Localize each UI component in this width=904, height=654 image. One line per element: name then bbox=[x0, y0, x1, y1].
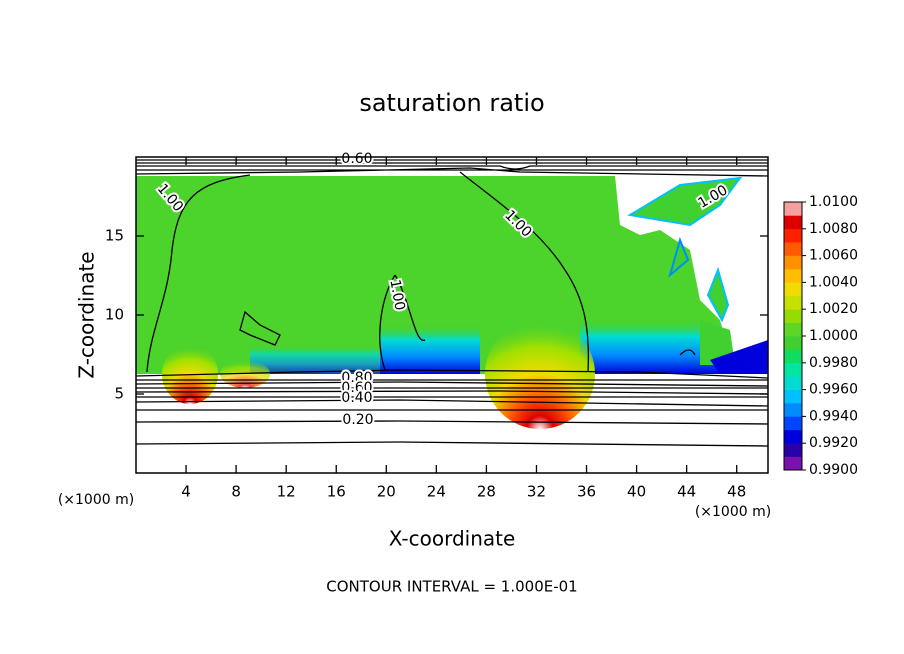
colorbar-cell bbox=[784, 403, 802, 417]
colorbar-cell bbox=[784, 336, 802, 350]
colorbar-tick-label: 1.0060 bbox=[809, 248, 858, 264]
colorbar-cell bbox=[784, 215, 802, 230]
colorbar-tick-label: 1.0020 bbox=[809, 301, 858, 317]
colorbar-cell bbox=[784, 295, 802, 310]
colorbar-cell bbox=[784, 322, 802, 337]
x-tick-label: 8 bbox=[231, 483, 241, 501]
field bbox=[136, 176, 768, 429]
contour-label: 0.60 bbox=[341, 151, 372, 167]
contours bbox=[135, 159, 769, 447]
colorbar-tick-label: 1.0100 bbox=[809, 194, 858, 210]
x-tick-label: 32 bbox=[527, 483, 546, 501]
colorbar-cell bbox=[784, 376, 802, 390]
x-unit-label: (×1000 m) bbox=[695, 504, 771, 520]
x-tick-label: 20 bbox=[377, 483, 396, 501]
x-tick-label: 4 bbox=[181, 483, 191, 501]
x-tick-label: 12 bbox=[277, 483, 296, 501]
colorbar-cell bbox=[784, 362, 802, 377]
x-tick-label: 16 bbox=[327, 483, 346, 501]
colorbar-cell bbox=[784, 349, 802, 364]
colorbar-cell bbox=[784, 443, 802, 457]
footer: CONTOUR INTERVAL = 1.000E-01 bbox=[326, 578, 577, 596]
x-tick-label: 40 bbox=[627, 483, 646, 501]
y-tick-label: 5 bbox=[114, 385, 124, 403]
colorbar-tick-label: 0.9960 bbox=[809, 382, 858, 398]
x-axis-label: X-coordinate bbox=[389, 527, 516, 551]
contour-label: 0.40 bbox=[341, 390, 372, 406]
x-tick-label: 28 bbox=[477, 483, 496, 501]
x-tick-label: 48 bbox=[727, 483, 746, 501]
colorbar-tick-label: 0.9920 bbox=[809, 435, 858, 451]
x-unit-label: (×1000 m) bbox=[58, 492, 134, 508]
colorbar-tick-label: 0.9900 bbox=[809, 462, 858, 478]
y-tick-label: 15 bbox=[105, 227, 124, 245]
colorbar-cell bbox=[784, 242, 802, 256]
colorbar-cell bbox=[784, 456, 802, 471]
colorbar-tick-label: 1.0080 bbox=[809, 221, 858, 237]
contour-label: 0.60 bbox=[341, 380, 372, 396]
contour-label: 0.20 bbox=[342, 412, 373, 428]
colorbar-cell bbox=[784, 282, 802, 297]
colorbar-cell bbox=[784, 429, 802, 444]
colorbar-cell bbox=[784, 202, 802, 216]
colorbar-tick-label: 1.0040 bbox=[809, 274, 858, 290]
colorbar-cell bbox=[784, 255, 802, 270]
x-tick-label: 24 bbox=[427, 483, 446, 501]
chart-title: saturation ratio bbox=[359, 89, 544, 117]
contour-label: 0.80 bbox=[341, 370, 372, 386]
colorbar-tick-label: 0.9940 bbox=[809, 408, 858, 424]
colorbar-tick-label: 1.0000 bbox=[809, 328, 858, 344]
colorbar-cell bbox=[784, 228, 802, 243]
y-axis-label: Z-coordinate bbox=[75, 251, 99, 378]
colorbar-cell bbox=[784, 389, 802, 404]
colorbar-cell bbox=[784, 309, 802, 323]
colorbar-cell bbox=[784, 416, 802, 431]
colorbar-tick-label: 0.9980 bbox=[809, 355, 858, 371]
colorbar-cell bbox=[784, 269, 802, 283]
y-tick-label: 10 bbox=[105, 306, 124, 324]
x-tick-label: 36 bbox=[577, 483, 596, 501]
x-tick-label: 44 bbox=[677, 483, 696, 501]
